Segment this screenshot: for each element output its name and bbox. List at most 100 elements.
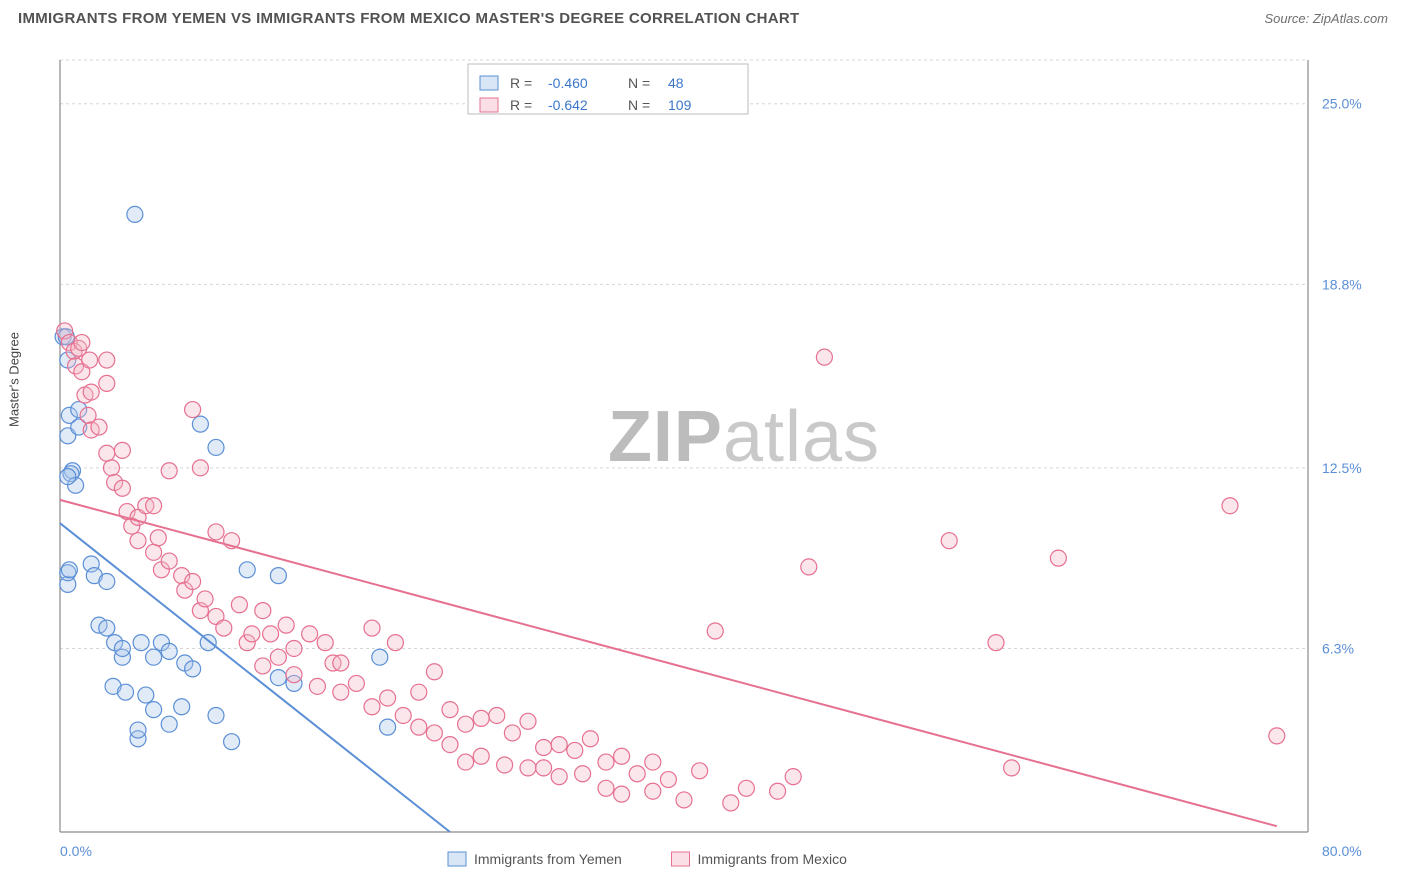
data-point xyxy=(551,737,567,753)
data-point xyxy=(99,445,115,461)
data-point xyxy=(197,591,213,607)
scatter-chart: ZIPatlas6.3%12.5%18.8%25.0%0.0%80.0%R =-… xyxy=(18,42,1388,882)
data-point xyxy=(161,553,177,569)
data-point xyxy=(130,533,146,549)
legend-swatch xyxy=(672,852,690,866)
y-tick-label: 25.0% xyxy=(1322,96,1362,112)
data-point xyxy=(91,419,107,435)
y-axis-label: Master's Degree xyxy=(7,332,22,427)
data-point xyxy=(263,626,279,642)
data-point xyxy=(99,352,115,368)
data-point xyxy=(473,710,489,726)
data-point xyxy=(598,780,614,796)
y-tick-label: 6.3% xyxy=(1322,640,1354,656)
data-point xyxy=(551,769,567,785)
data-point xyxy=(692,763,708,779)
data-point xyxy=(130,722,146,738)
y-tick-label: 12.5% xyxy=(1322,460,1362,476)
data-point xyxy=(504,725,520,741)
data-point xyxy=(231,597,247,613)
chart-container: Master's Degree ZIPatlas6.3%12.5%18.8%25… xyxy=(18,42,1388,892)
data-point xyxy=(146,498,162,514)
data-point xyxy=(816,349,832,365)
data-point xyxy=(239,562,255,578)
data-point xyxy=(442,737,458,753)
data-point xyxy=(676,792,692,808)
data-point xyxy=(103,460,119,476)
data-point xyxy=(411,684,427,700)
data-point xyxy=(309,678,325,694)
data-point xyxy=(489,707,505,723)
data-point xyxy=(785,769,801,785)
data-point xyxy=(1269,728,1285,744)
legend-swatch xyxy=(448,852,466,866)
data-point xyxy=(333,655,349,671)
data-point xyxy=(74,335,90,351)
data-point xyxy=(988,635,1004,651)
data-point xyxy=(801,559,817,575)
data-point xyxy=(941,533,957,549)
data-point xyxy=(723,795,739,811)
data-point xyxy=(192,416,208,432)
legend-r-label: R = xyxy=(510,75,532,91)
data-point xyxy=(567,742,583,758)
data-point xyxy=(458,754,474,770)
data-point xyxy=(114,480,130,496)
chart-title: IMMIGRANTS FROM YEMEN VS IMMIGRANTS FROM… xyxy=(18,10,799,27)
correlation-legend: R =-0.460N =48R =-0.642N =109 xyxy=(468,64,748,114)
data-point xyxy=(520,760,536,776)
data-point xyxy=(208,524,224,540)
data-point xyxy=(255,658,271,674)
data-point xyxy=(278,617,294,633)
data-point xyxy=(520,713,536,729)
data-point xyxy=(536,740,552,756)
legend-r-value: -0.460 xyxy=(548,75,588,91)
legend-swatch xyxy=(480,98,498,112)
data-point xyxy=(645,754,661,770)
data-point xyxy=(738,780,754,796)
data-point xyxy=(364,699,380,715)
data-point xyxy=(185,573,201,589)
data-point xyxy=(614,786,630,802)
x-tick-label: 80.0% xyxy=(1322,843,1362,859)
data-point xyxy=(426,664,442,680)
data-point xyxy=(286,640,302,656)
data-point xyxy=(536,760,552,776)
data-point xyxy=(244,626,260,642)
data-point xyxy=(302,626,318,642)
data-point xyxy=(61,562,77,578)
legend-r-label: R = xyxy=(510,97,532,113)
data-point xyxy=(473,748,489,764)
data-point xyxy=(387,635,403,651)
data-point xyxy=(161,463,177,479)
legend-series-label: Immigrants from Mexico xyxy=(698,851,848,867)
data-point xyxy=(1222,498,1238,514)
watermark: ZIPatlas xyxy=(608,397,880,477)
data-point xyxy=(224,734,240,750)
data-point xyxy=(380,690,396,706)
series-legend: Immigrants from YemenImmigrants from Mex… xyxy=(448,851,847,867)
data-point xyxy=(458,716,474,732)
data-point xyxy=(1004,760,1020,776)
data-point xyxy=(660,772,676,788)
data-point xyxy=(286,667,302,683)
legend-n-value: 48 xyxy=(668,75,684,91)
data-point xyxy=(575,766,591,782)
data-point xyxy=(348,675,364,691)
data-point xyxy=(60,469,76,485)
data-point xyxy=(133,635,149,651)
y-tick-label: 18.8% xyxy=(1322,276,1362,292)
data-point xyxy=(161,643,177,659)
data-point xyxy=(216,620,232,636)
legend-n-label: N = xyxy=(628,75,650,91)
data-point xyxy=(146,649,162,665)
legend-n-label: N = xyxy=(628,97,650,113)
data-point xyxy=(629,766,645,782)
data-point xyxy=(99,573,115,589)
data-point xyxy=(598,754,614,770)
data-point xyxy=(174,699,190,715)
data-point xyxy=(185,661,201,677)
data-point xyxy=(82,352,98,368)
data-point xyxy=(707,623,723,639)
data-point xyxy=(185,402,201,418)
